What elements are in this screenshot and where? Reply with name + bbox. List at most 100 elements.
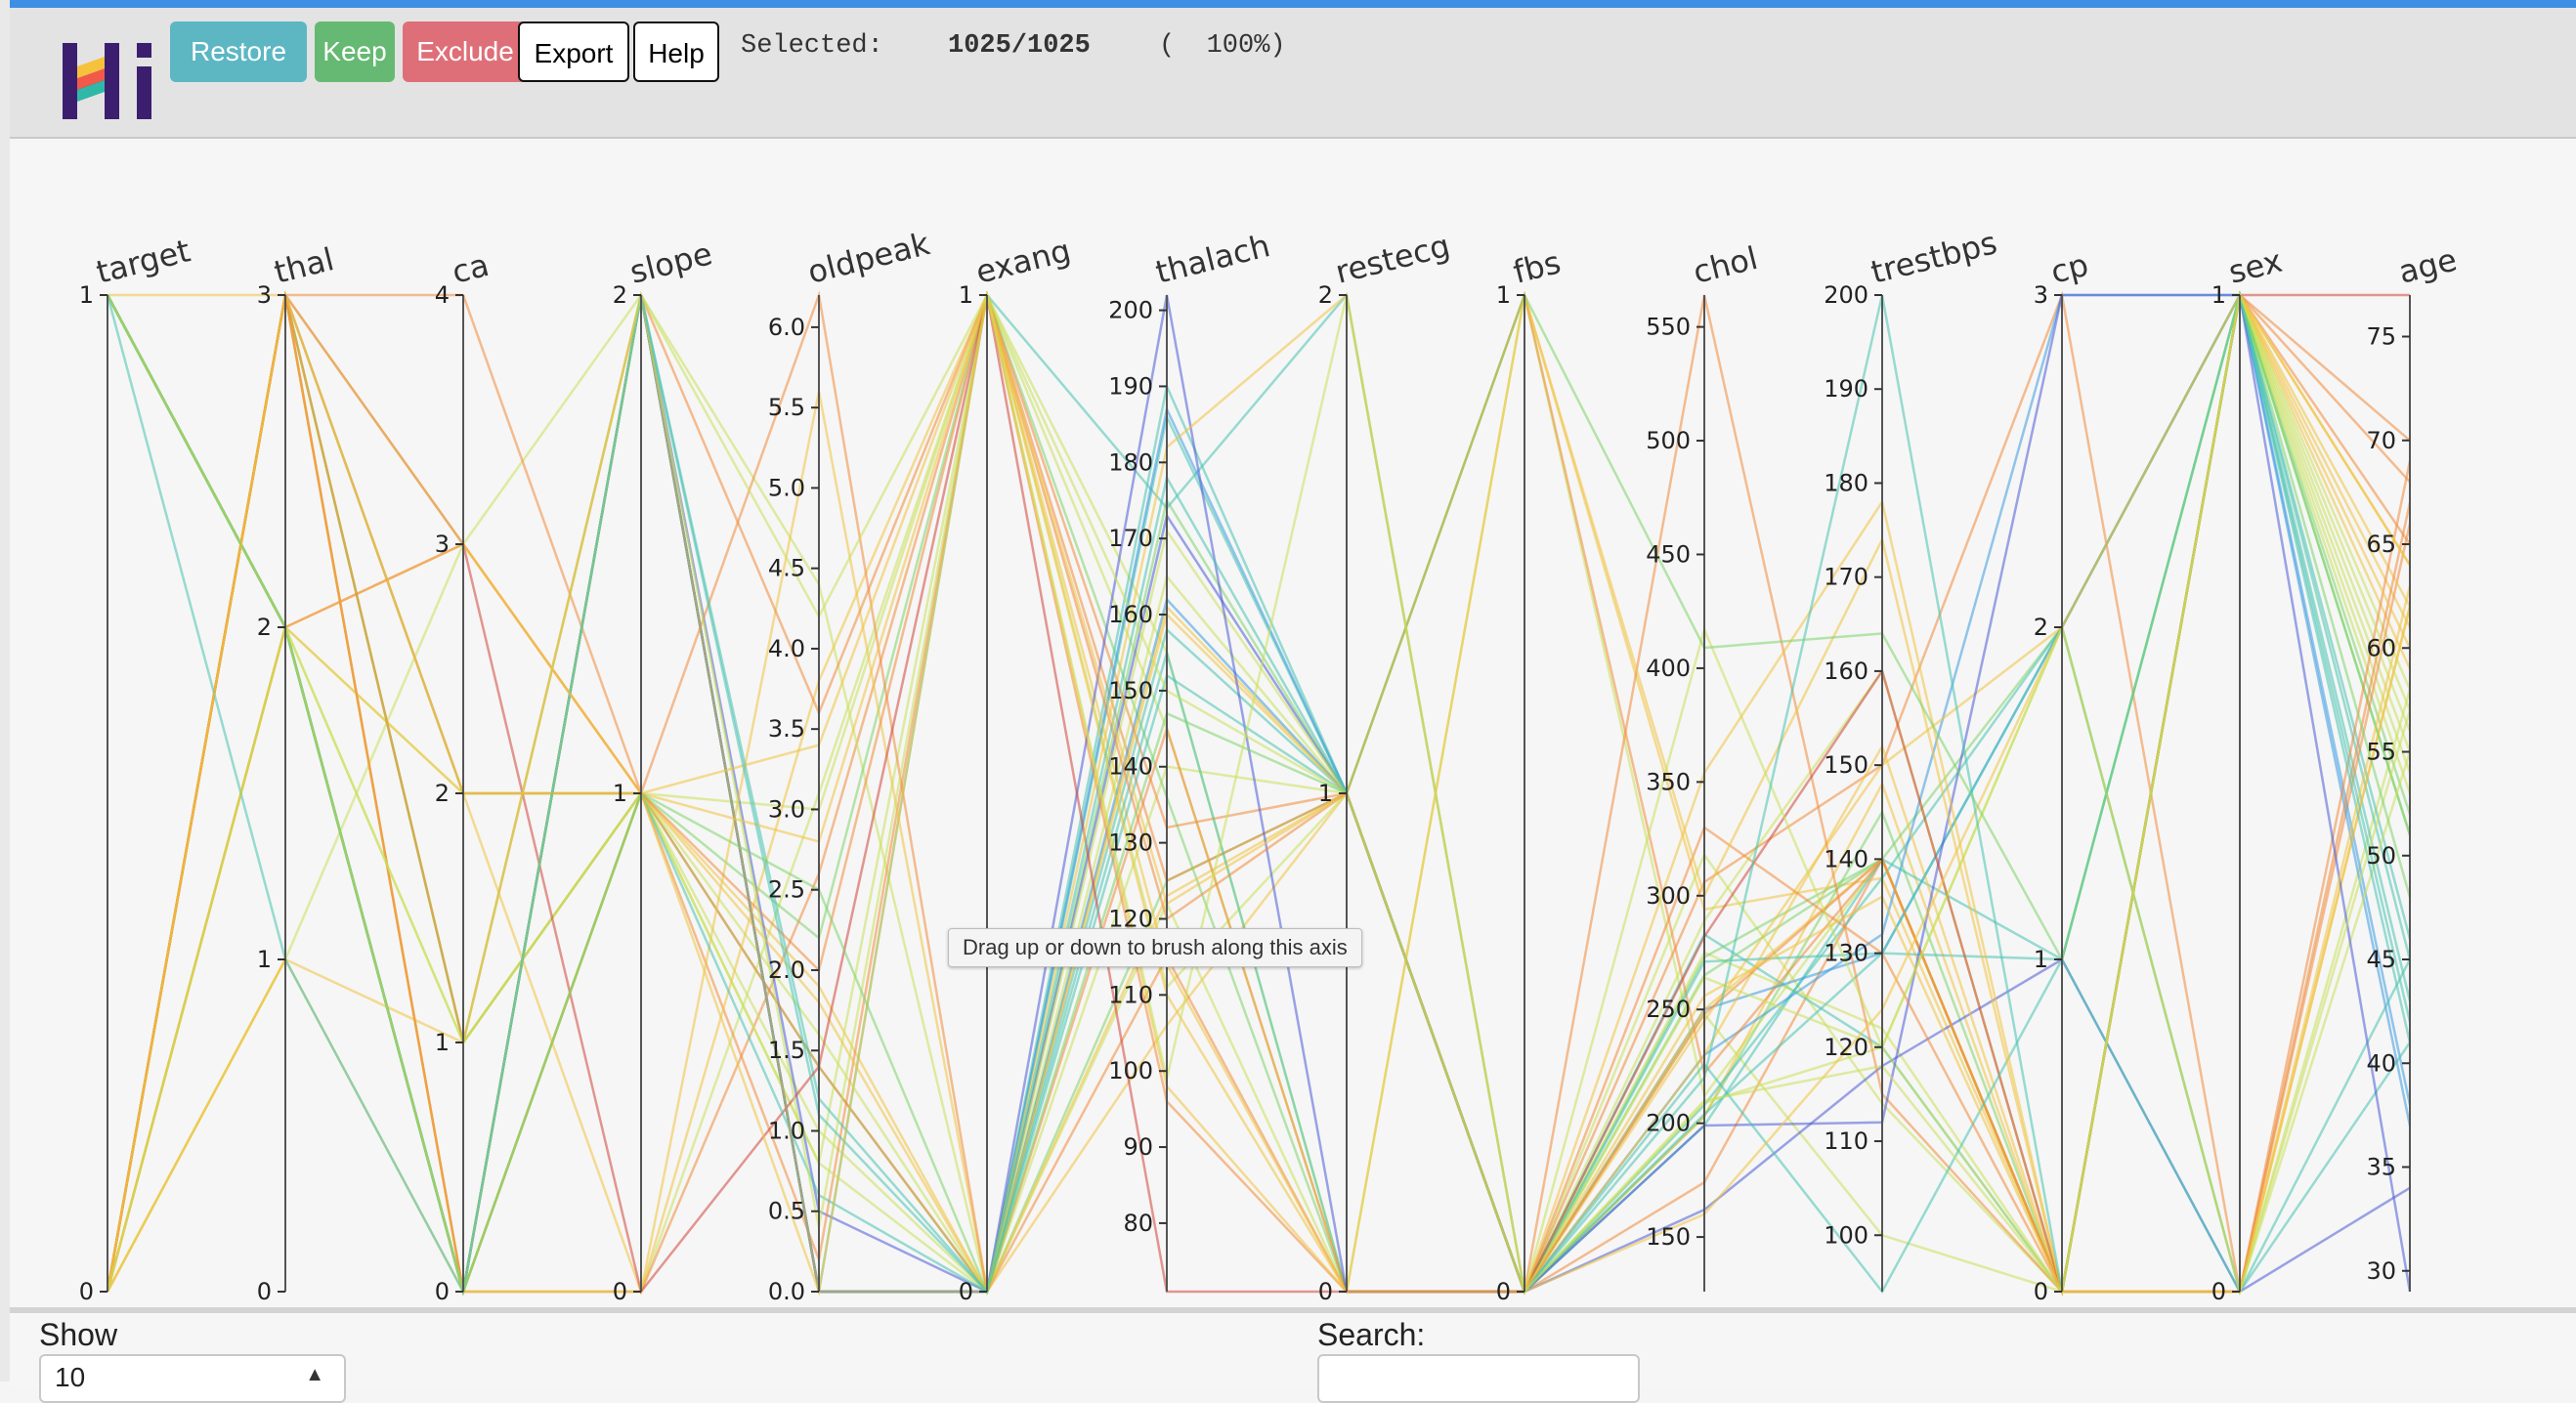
axis-tick-label: 5.5 [768,394,805,421]
axis-tick-label: 80 [1123,1210,1153,1237]
axis-title-trestbps[interactable]: trestbps [1868,224,2000,291]
axis-tick-label: 1 [79,281,94,309]
axis-tick-label: 150 [1646,1223,1691,1251]
axis-tick-label: 110 [1108,981,1153,1008]
parallel-coordinates-chart[interactable]: 01target0123thal01234ca012slope0.00.51.0… [10,139,2576,1307]
axis-tick-label: 3 [2034,281,2048,309]
axis-tick-label: 35 [2366,1154,2396,1181]
axis-title-exang[interactable]: exang [972,232,1075,291]
data-polyline [106,290,2412,1297]
axis-tick-label: 1 [1496,281,1511,309]
data-polyline [106,291,2412,1295]
hiplot-logo-text: Hi [51,35,53,36]
toolbar: Hi Restore Keep Exclude Export Help Sele… [10,8,2576,139]
axis-tick-label: 1 [2034,946,2048,973]
axis-chol[interactable]: 150 200 250 300 350 400 450 500 550 chol [1646,239,1761,1292]
axis-title-sex[interactable]: sex [2225,242,2286,291]
selected-count: 1025/1025 [948,31,1091,61]
axis-tick-label: 3 [257,281,272,309]
axis-tick-label: 200 [1824,281,1868,309]
data-polyline [106,290,2412,1295]
axis-title-thal[interactable]: thal [271,240,338,291]
axis-tick-label: 0 [79,1278,94,1305]
axis-tick-label: 2.5 [768,876,805,904]
data-polyline [106,293,2412,1294]
axis-tick-label: 150 [1108,677,1153,704]
axis-title-thalach[interactable]: thalach [1152,227,1273,291]
brush-tooltip: Drag up or down to brush along this axis [948,928,1362,967]
axis-tick-label: 140 [1108,753,1153,781]
data-polyline [106,290,2412,1296]
search-input[interactable] [1317,1354,1640,1403]
data-polyline [106,291,2412,1297]
axis-tick-label: 300 [1646,882,1691,910]
data-polyline [106,290,2412,1297]
axis-title-fbs[interactable]: fbs [1510,243,1565,291]
axis-tick-label: 180 [1108,448,1153,476]
data-polyline [106,291,2410,1295]
data-polyline [106,293,2412,1295]
data-polyline [106,290,2412,1297]
help-button[interactable]: Help [633,21,719,82]
axis-tick-label: 2 [435,780,450,807]
axis-tick-label: 170 [1824,564,1868,591]
hiplot-logo: Hi [51,35,168,125]
axis-tick-label: 120 [1108,905,1153,932]
data-polyline [106,291,2411,1296]
axis-tick-label: 350 [1646,768,1691,795]
data-polyline [106,290,2412,1294]
axis-tick-label: 0 [613,1278,627,1305]
axis-age[interactable]: 30 35 40 45 50 55 60 65 70 75 age [2366,240,2461,1292]
axis-tick-label: 140 [1824,845,1868,872]
search-label: Search: [1317,1317,1426,1352]
axis-tick-label: 0.0 [768,1278,805,1305]
axis-trestbps[interactable]: 100 110 120 130 140 150 160 170 180 190 200trestbp… [1824,224,2000,1292]
axis-tick-label: 450 [1646,540,1691,568]
axis-tick-label: 0 [257,1278,272,1305]
axis-tick-label: 1.0 [768,1117,805,1144]
data-polyline [106,290,2412,1295]
axis-tick-label: 130 [1824,940,1868,967]
axis-tick-label: 2 [1318,281,1333,309]
polyline-layer [106,290,2412,1297]
table-controls: Show 10 ▲ Search: [10,1307,2576,1403]
show-entries-select[interactable]: 10 ▲ [39,1354,346,1403]
axis-tick-label: 65 [2366,531,2396,558]
axis-tick-label: 160 [1108,601,1153,628]
axis-tick-label: 2 [257,614,272,641]
axis-tick-label: 0 [1496,1278,1511,1305]
axis-tick-label: 250 [1646,996,1691,1023]
axis-title-slope[interactable]: slope [626,234,716,290]
data-polyline [106,294,2412,1296]
data-polyline [106,292,2412,1294]
keep-button[interactable]: Keep [315,21,395,82]
exclude-button[interactable]: Exclude [403,21,528,82]
axis-title-oldpeak[interactable]: oldpeak [804,225,934,291]
data-polyline [106,290,2412,1294]
axis-tick-label: 1 [435,1029,450,1056]
axis-title-ca[interactable]: ca [449,246,493,291]
axis-tick-label: 50 [2366,842,2396,870]
axis-tick-label: 160 [1824,658,1868,685]
axis-title-age[interactable]: age [2395,240,2461,290]
axis-tick-label: 400 [1646,655,1691,682]
axis-tick-label: 170 [1108,525,1153,552]
axis-tick-label: 3.5 [768,715,805,743]
axis-tick-label: 3 [435,531,450,558]
data-polyline [106,290,2412,1297]
axis-tick-label: 75 [2366,323,2396,351]
top-accent-rule [0,0,2576,8]
axis-title-chol[interactable]: chol [1690,239,1762,291]
hiplot-logo-icon: Hi [51,35,151,119]
data-polyline [106,290,2412,1297]
axis-title-target[interactable]: target [93,232,194,290]
axis-title-cp[interactable]: cp [2047,246,2092,291]
axis-ca[interactable]: 0 1 2 3 4ca [435,246,493,1305]
axis-title-restecg[interactable]: restecg [1332,227,1454,291]
data-polyline [106,294,2412,1296]
export-button[interactable]: Export [518,21,629,82]
axis-cp[interactable]: 0 1 2 3cp [2034,246,2092,1305]
restore-button[interactable]: Restore [170,21,307,82]
